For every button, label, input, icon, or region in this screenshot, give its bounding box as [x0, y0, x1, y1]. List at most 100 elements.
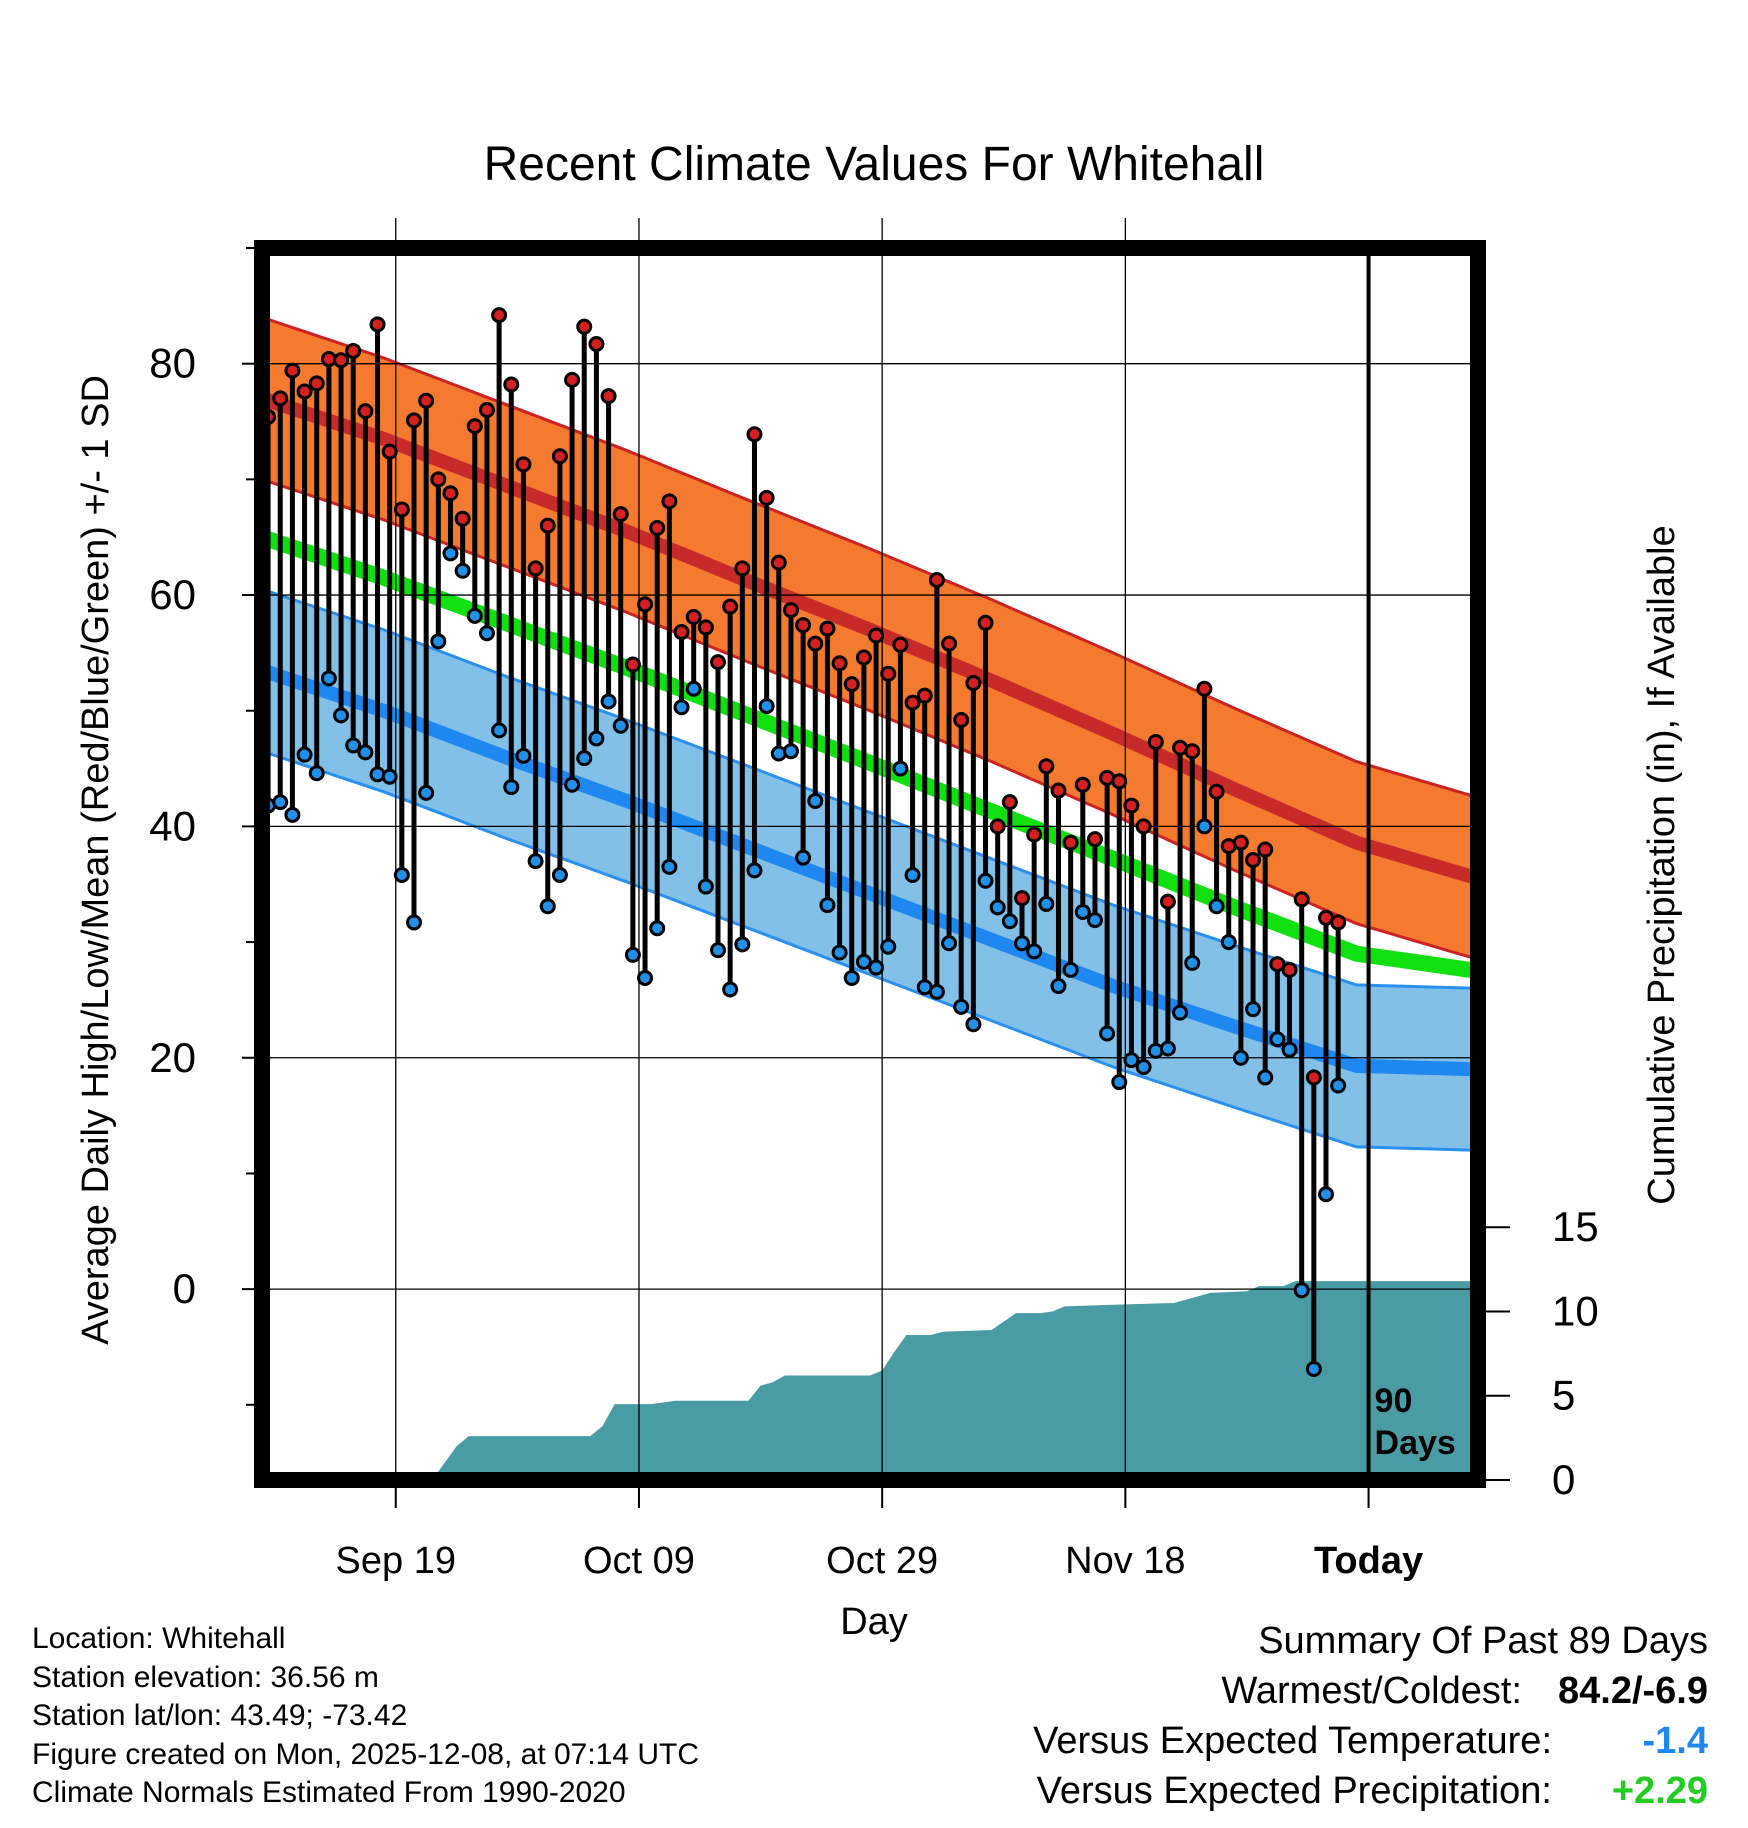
daily-high-point-9 — [369, 316, 386, 333]
daily-low-point-13 — [418, 784, 435, 801]
y-right-tick-label-2: 10 — [1552, 1287, 1599, 1334]
daily-high-point-12 — [406, 412, 422, 429]
daily-low-point-31 — [637, 969, 654, 986]
cumulative-precipitation-area — [262, 1281, 1478, 1480]
daily-low-point-23 — [539, 898, 556, 915]
daily-high-point-88 — [1330, 914, 1347, 931]
daily-low-point-58 — [965, 1016, 982, 1033]
daily-high-point-41 — [758, 489, 775, 506]
daily-low-point-63 — [1026, 943, 1043, 960]
daily-low-point-22 — [527, 853, 544, 870]
y-right-tick-label-1: 5 — [1552, 1372, 1575, 1419]
daily-high-point-24 — [551, 448, 568, 465]
x-tick-label-0: Sep 19 — [336, 1540, 456, 1582]
daily-high-point-56 — [941, 635, 958, 652]
daily-low-point-86 — [1305, 1360, 1322, 1377]
created-text: Figure created on Mon, 2025-12-08, at 07… — [32, 1737, 700, 1771]
temp-departure-row: Versus Expected Temperature: -1.4 — [808, 1720, 1708, 1770]
daily-low-point-80 — [1232, 1049, 1249, 1066]
daily-high-point-57 — [953, 711, 970, 728]
daily-low-point-78 — [1208, 898, 1225, 915]
daily-high-point-8 — [357, 403, 374, 420]
elevation-text: Station elevation: 36.56 m — [32, 1660, 379, 1694]
daily-low-point-45 — [807, 792, 824, 809]
daily-low-point-41 — [758, 698, 775, 715]
daily-high-point-61 — [1001, 794, 1018, 811]
daily-high-point-27 — [588, 336, 605, 353]
daily-high-point-11 — [393, 501, 410, 518]
daily-low-point-62 — [1014, 935, 1030, 952]
daily-high-point-3 — [296, 383, 313, 400]
daily-high-point-49 — [855, 649, 872, 666]
daily-high-point-50 — [868, 627, 885, 644]
daily-high-point-10 — [381, 443, 398, 460]
chart-title: Recent Climate Values For Whitehall — [484, 138, 1265, 191]
daily-low-point-67 — [1074, 904, 1091, 921]
daily-low-point-37 — [710, 942, 726, 959]
high-normal-mean-line — [262, 391, 1478, 886]
temp-departure-value: -1.4 — [1642, 1720, 1708, 1762]
daily-high-point-22 — [527, 560, 544, 577]
daily-low-point-30 — [624, 946, 641, 963]
daily-high-point-6 — [333, 352, 350, 369]
daily-low-point-25 — [564, 776, 581, 793]
daily-high-point-1 — [272, 390, 289, 407]
daily-high-point-84 — [1281, 961, 1298, 978]
daily-low-point-64 — [1038, 895, 1055, 912]
daily-high-point-86 — [1305, 1069, 1322, 1086]
daily-high-point-16 — [454, 510, 471, 527]
daily-high-point-53 — [904, 694, 921, 711]
daily-high-point-54 — [916, 687, 933, 704]
daily-high-point-62 — [1014, 890, 1030, 907]
daily-high-point-35 — [685, 609, 702, 626]
daily-low-point-21 — [515, 747, 532, 764]
daily-high-point-47 — [831, 655, 848, 672]
daily-low-point-44 — [795, 849, 812, 866]
daily-low-point-56 — [941, 935, 958, 952]
daily-high-point-83 — [1269, 956, 1286, 973]
daily-high-point-43 — [782, 602, 799, 619]
daily-low-point-27 — [588, 730, 605, 747]
normals-note-text: Climate Normals Estimated From 1990-2020 — [32, 1776, 626, 1809]
daily-low-point-10 — [381, 768, 398, 785]
daily-low-point-3 — [296, 746, 313, 763]
x-tick-label-1: Oct 09 — [583, 1540, 695, 1582]
daily-high-point-14 — [430, 471, 447, 488]
daily-low-point-47 — [831, 944, 848, 961]
daily-low-point-35 — [685, 680, 702, 697]
daily-high-point-21 — [515, 456, 532, 473]
daily-high-point-28 — [600, 388, 617, 405]
daily-low-point-2 — [284, 806, 301, 823]
daily-low-point-16 — [454, 562, 471, 579]
daily-low-point-43 — [782, 743, 799, 760]
daily-low-point-79 — [1220, 934, 1237, 951]
daily-high-point-42 — [770, 554, 787, 571]
daily-high-point-40 — [746, 426, 763, 443]
daily-low-point-84 — [1281, 1041, 1298, 1058]
temp-departure-label: Versus Expected Temperature: — [1033, 1720, 1552, 1762]
daily-high-point-29 — [612, 506, 629, 523]
daily-high-point-59 — [977, 614, 994, 631]
daily-low-point-70 — [1111, 1074, 1128, 1091]
daily-high-point-76 — [1184, 743, 1201, 760]
daily-low-point-14 — [430, 633, 447, 650]
daily-high-point-58 — [965, 674, 982, 691]
daily-high-point-45 — [807, 635, 824, 652]
daily-high-point-20 — [503, 376, 520, 393]
daily-high-point-19 — [491, 307, 508, 324]
daily-high-point-82 — [1257, 841, 1274, 858]
daily-low-point-6 — [333, 707, 350, 724]
daily-high-point-63 — [1026, 826, 1043, 843]
average-normal-mean-line — [262, 529, 1478, 979]
daily-low-point-4 — [308, 765, 325, 782]
warmest-coldest-value: 84.2/-6.9 — [1558, 1670, 1708, 1712]
daily-low-point-40 — [746, 862, 763, 879]
daily-high-point-72 — [1135, 818, 1152, 835]
x-axis-label: Day — [840, 1601, 908, 1643]
daily-low-point-17 — [466, 607, 483, 624]
daily-high-point-2 — [284, 362, 301, 379]
daily-high-point-89 — [1344, 0, 1357, 7]
summary-title: Summary Of Past 89 Days — [1258, 1620, 1708, 1662]
daily-high-point-81 — [1245, 851, 1262, 868]
